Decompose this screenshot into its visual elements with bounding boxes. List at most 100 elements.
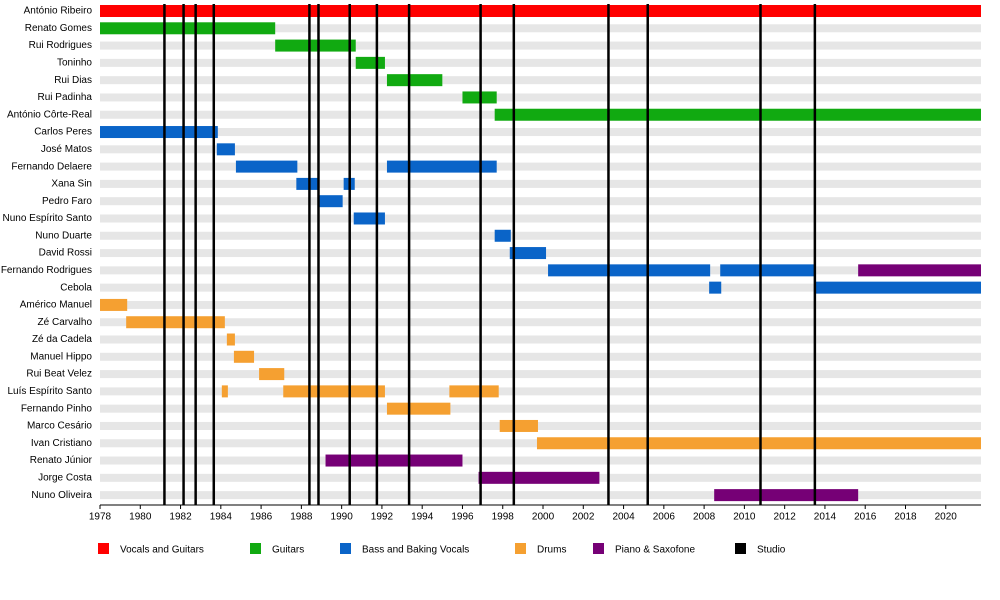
legend-label: Studio [757,545,786,556]
member-bar [221,385,228,398]
row-band [100,335,981,344]
row-label: António Ribeiro [24,6,93,17]
x-tick-label: 1988 [290,512,313,523]
row-label: Fernando Delaere [11,161,92,172]
row-label: David Rossi [39,248,92,259]
row-label: Nuno Oliveira [31,490,92,501]
row-label: Zé da Cadela [32,334,92,345]
x-tick-label: 2020 [935,512,958,523]
legend-swatch [593,543,604,554]
member-bar [317,195,343,208]
x-tick-label: 1990 [331,512,354,523]
x-tick-label: 2010 [733,512,756,523]
row-label: Nuno Espírito Santo [3,213,93,224]
row-label: António Côrte-Real [7,109,92,120]
x-tick-label: 1996 [451,512,474,523]
x-tick-label: 2014 [814,512,837,523]
row-band [100,145,981,154]
member-bar [478,471,600,484]
member-bar [275,39,356,52]
x-tick-label: 1994 [411,512,434,523]
legend-swatch [340,543,351,554]
member-bar [709,281,722,294]
member-bar [536,437,981,450]
member-bar [100,5,981,17]
row-band [100,76,981,85]
legend-label: Vocals and Guitars [120,545,204,556]
member-bar [259,368,285,381]
member-bar [100,126,218,139]
row-label: Toninho [57,58,92,69]
x-tick-label: 2008 [693,512,716,523]
row-band [100,266,981,275]
member-bar [548,264,711,277]
row-band [100,491,981,500]
row-label: Rui Rodrigues [29,40,92,51]
member-bar [494,108,981,121]
x-tick-label: 2016 [854,512,877,523]
row-label: Luís Espírito Santo [8,386,93,397]
member-bar [296,177,318,190]
row-band [100,456,981,465]
x-tick-label: 1982 [169,512,192,523]
legend-swatch [515,543,526,554]
member-bar [226,333,235,346]
row-band [100,283,981,292]
row-band [100,231,981,240]
row-label: Cebola [60,282,92,293]
row-band [100,404,981,413]
x-tick-label: 1998 [492,512,515,523]
row-label: Rui Dias [54,75,92,86]
member-bar [235,160,298,173]
row-label: Américo Manuel [20,300,92,311]
row-band [100,387,981,396]
row-label: Marco Cesário [27,421,92,432]
row-label: Pedro Faro [42,196,92,207]
member-bar [386,74,443,87]
row-band [100,318,981,327]
member-bar [355,56,385,69]
member-bar [449,385,499,398]
row-label: Manuel Hippo [30,351,92,362]
legend-label: Bass and Baking Vocals [362,545,469,556]
row-label: Fernando Pinho [21,403,93,414]
member-bar [126,316,225,329]
x-tick-label: 2018 [894,512,917,523]
member-bar [858,264,981,277]
member-bar [325,454,463,467]
x-tick-label: 2002 [572,512,595,523]
row-band [100,24,981,33]
x-tick-label: 1984 [210,512,233,523]
member-bar [100,22,276,35]
row-band [100,162,981,171]
member-bar [714,489,859,502]
x-tick-label: 2012 [774,512,797,523]
row-band [100,179,981,188]
x-tick-label: 2006 [653,512,676,523]
row-band [100,93,981,102]
x-tick-label: 2004 [612,512,635,523]
legend-label: Drums [537,545,566,556]
x-tick-label: 1978 [89,512,112,523]
member-bar [494,229,511,242]
member-bar [233,350,255,363]
member-bar [386,402,451,415]
row-label: Renato Gomes [25,23,92,34]
row-band [100,421,981,430]
member-bar [720,264,816,277]
row-band [100,128,981,137]
row-label: Renato Júnior [30,455,93,466]
row-label: Fernando Rodrigues [1,265,92,276]
row-band [100,370,981,379]
x-tick-label: 1992 [371,512,394,523]
row-band [100,214,981,223]
row-label: Carlos Peres [34,127,92,138]
member-bar [499,419,538,432]
row-band [100,300,981,309]
member-bar [100,298,128,311]
legend-swatch [735,543,746,554]
row-band [100,41,981,50]
member-bar [815,281,981,294]
x-tick-label: 2000 [532,512,555,523]
